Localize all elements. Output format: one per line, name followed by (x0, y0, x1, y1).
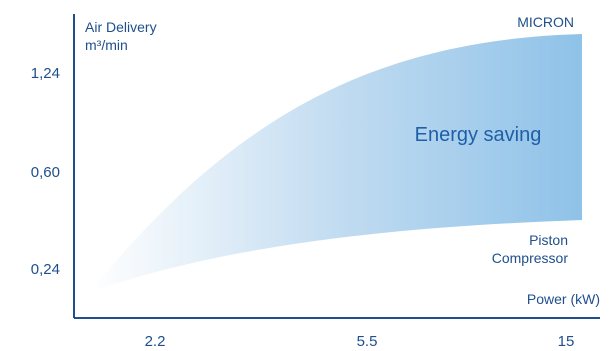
series-label-piston-line1: Piston (529, 232, 568, 248)
y-axis-label-line2: m³/min (85, 37, 128, 53)
y-tick-label: 0,24 (31, 261, 60, 278)
x-tick-label: 5.5 (357, 333, 378, 350)
series-label-micron: MICRON (517, 14, 574, 30)
y-tick-label: 1,24 (31, 65, 60, 82)
x-axis-label: Power (kW) (527, 291, 600, 307)
energy-saving-annotation: Energy saving (415, 124, 542, 146)
x-tick-label: 15 (558, 333, 575, 350)
energy-saving-area (90, 34, 582, 292)
x-tick-label: 2.2 (145, 333, 166, 350)
series-label-piston-line2: Compressor (492, 250, 569, 266)
y-tick-label: 0,60 (31, 164, 60, 181)
y-axis-label-line1: Air Delivery (85, 19, 157, 35)
